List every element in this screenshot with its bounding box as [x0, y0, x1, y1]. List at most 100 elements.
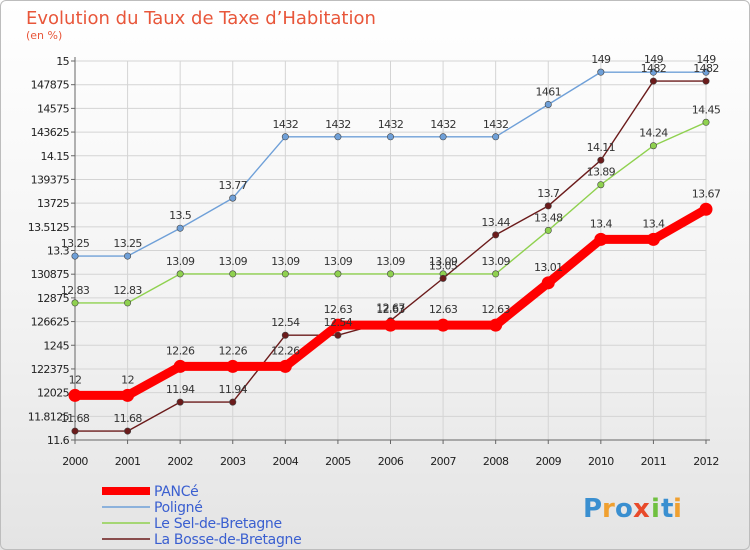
data-label: 12.63	[429, 303, 458, 316]
data-label: 1432	[325, 118, 351, 131]
data-point	[176, 224, 184, 232]
data-label: 12.63	[481, 303, 510, 316]
data-point	[334, 331, 342, 339]
data-label: 13.25	[61, 237, 90, 250]
data-label: 12.63	[376, 303, 405, 316]
data-point	[226, 359, 240, 373]
logo-letter: x	[633, 494, 650, 524]
data-point	[281, 270, 289, 278]
data-label: 1432	[483, 118, 509, 131]
x-tick-label: 2007	[430, 455, 456, 468]
x-tick-label: 2005	[325, 455, 351, 468]
series-polign-	[71, 68, 710, 260]
logo-letter: i	[673, 494, 682, 524]
data-label: 12.26	[271, 344, 300, 357]
data-point	[649, 68, 657, 76]
data-point	[278, 359, 292, 373]
data-label: 13.25	[113, 237, 142, 250]
data-point	[331, 318, 345, 332]
x-tick-label: 2001	[115, 455, 141, 468]
series-le-sel-de-bretagne	[71, 118, 710, 307]
data-label: 13.67	[692, 187, 721, 200]
data-label: 1432	[378, 118, 404, 131]
data-label: 13.89	[587, 166, 616, 179]
x-tick-label: 2003	[220, 455, 246, 468]
data-point	[597, 68, 605, 76]
data-point	[594, 232, 608, 246]
data-point	[702, 77, 710, 85]
axes: 11.6 11.8125 12025 122375 1245 126625 12875 130…	[28, 55, 720, 468]
data-point	[386, 133, 394, 141]
y-tick-label: 13.3	[47, 245, 70, 258]
data-label: 13.01	[534, 261, 563, 274]
data-point	[71, 252, 79, 260]
legend-label: Poligné	[154, 500, 203, 516]
data-point	[544, 202, 552, 210]
data-label: 12.67	[376, 302, 405, 315]
data-point	[699, 202, 713, 216]
data-label: 13.4	[590, 217, 613, 230]
y-tick-label: 13.5125	[28, 221, 70, 234]
data-label: 12	[121, 373, 134, 386]
x-tick-label: 2006	[378, 455, 404, 468]
data-label: 13.44	[481, 216, 510, 229]
data-point	[492, 231, 500, 239]
x-tick-label: 2011	[641, 455, 667, 468]
data-point	[229, 398, 237, 406]
legend-label: Le Sel-de-Bretagne	[154, 516, 282, 532]
data-point	[541, 276, 555, 290]
data-label: 14.24	[639, 127, 668, 140]
grid	[74, 60, 707, 441]
legend-label: La Bosse-de-Bretagne	[154, 532, 301, 548]
y-tick-label: 15	[56, 55, 69, 68]
data-point	[229, 270, 237, 278]
data-label: 13.09	[376, 255, 405, 268]
data-label: 12.54	[324, 316, 353, 329]
data-label: 13.77	[219, 179, 248, 192]
y-axis-unit: (en %)	[26, 29, 62, 42]
chart-title: Evolution du Taux de Taxe d’Habitation	[26, 8, 376, 29]
data-label: 13.09	[324, 255, 353, 268]
y-tick-label: 139375	[31, 173, 70, 186]
logo-letter: P	[583, 494, 602, 524]
x-tick-label: 2002	[167, 455, 193, 468]
legend-label: PANCé	[154, 484, 199, 500]
data-label: 11.68	[61, 412, 90, 425]
data-point	[71, 427, 79, 435]
data-point	[702, 68, 710, 76]
data-point	[281, 133, 289, 141]
data-point	[649, 77, 657, 85]
data-label: 149	[591, 53, 611, 66]
data-point	[68, 388, 82, 402]
data-point	[281, 331, 289, 339]
data-label: 13.09	[429, 255, 458, 268]
data-label: 13.09	[219, 255, 248, 268]
series-group	[68, 68, 713, 435]
data-point	[176, 270, 184, 278]
data-label: 12.63	[324, 303, 353, 316]
x-tick-label: 2010	[588, 455, 614, 468]
x-tick-label: 2000	[62, 455, 88, 468]
data-point	[702, 118, 710, 126]
x-tick-label: 2004	[273, 455, 299, 468]
data-point	[124, 427, 132, 435]
x-tick-label: 2008	[483, 455, 509, 468]
data-label: 13.05	[429, 259, 458, 272]
data-label: 12.83	[61, 284, 90, 297]
data-label: 11.94	[166, 383, 195, 396]
y-tick-label: 11.6	[47, 434, 70, 447]
y-tick-label: 13725	[37, 197, 70, 210]
data-label: 12.26	[166, 344, 195, 357]
x-tick-label: 2009	[535, 455, 561, 468]
data-label: 13.4	[642, 217, 665, 230]
y-tick-label: 143625	[31, 126, 70, 139]
data-point	[384, 318, 397, 332]
data-point	[121, 388, 135, 402]
data-point	[436, 318, 450, 332]
data-point	[489, 318, 503, 332]
data-label: 1482	[641, 62, 667, 75]
data-point	[646, 232, 660, 246]
data-point	[597, 181, 605, 189]
